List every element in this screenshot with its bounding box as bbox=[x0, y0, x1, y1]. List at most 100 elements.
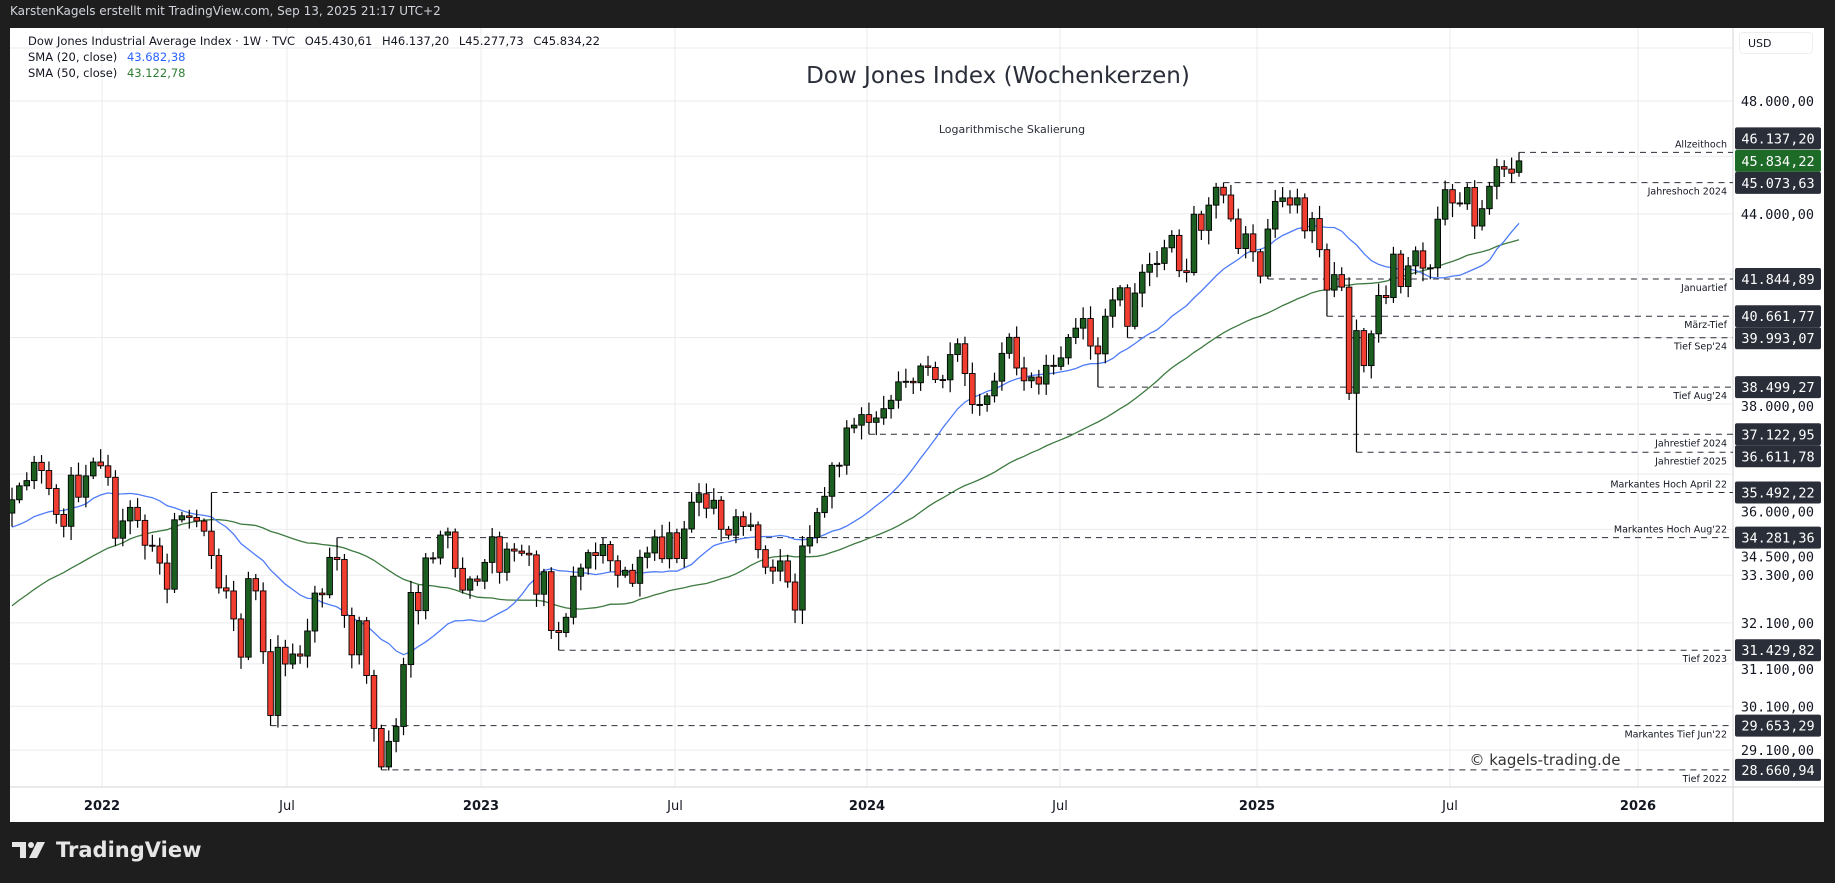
candle-down[interactable] bbox=[1220, 186, 1227, 196]
candle-up[interactable] bbox=[1028, 376, 1035, 382]
candle-up[interactable] bbox=[16, 485, 23, 501]
candle-up[interactable] bbox=[1434, 218, 1441, 269]
candle-up[interactable] bbox=[1042, 364, 1050, 385]
candle-down[interactable] bbox=[769, 566, 777, 572]
candle-down[interactable] bbox=[141, 519, 149, 546]
candle-down[interactable] bbox=[865, 414, 873, 423]
candle-down[interactable] bbox=[97, 461, 104, 467]
candle-up[interactable] bbox=[1375, 295, 1382, 335]
candle-down[interactable] bbox=[629, 569, 636, 584]
candle-down[interactable] bbox=[378, 727, 385, 768]
candle-up[interactable] bbox=[67, 474, 75, 527]
candle-down[interactable] bbox=[259, 590, 267, 653]
candle-down[interactable] bbox=[193, 516, 200, 522]
candle-down[interactable] bbox=[717, 499, 725, 530]
candle-up[interactable] bbox=[1102, 315, 1109, 355]
candle-down[interactable] bbox=[319, 592, 326, 596]
candle-up[interactable] bbox=[1486, 185, 1493, 210]
candle-up[interactable] bbox=[355, 620, 363, 656]
candle-down[interactable] bbox=[1175, 234, 1183, 272]
candle-up[interactable] bbox=[850, 424, 858, 429]
candle-up[interactable] bbox=[946, 354, 954, 381]
candle-up[interactable] bbox=[1065, 336, 1072, 359]
candle-up[interactable] bbox=[1279, 197, 1286, 202]
candle-down[interactable] bbox=[363, 620, 370, 676]
candle-up[interactable] bbox=[954, 343, 961, 356]
candle-up[interactable] bbox=[983, 395, 991, 405]
candle-up[interactable] bbox=[488, 536, 496, 563]
candle-up[interactable] bbox=[1153, 262, 1161, 266]
candle-down[interactable] bbox=[149, 544, 156, 547]
candle-up[interactable] bbox=[873, 417, 880, 423]
candle-down[interactable] bbox=[1449, 189, 1456, 204]
candle-up[interactable] bbox=[680, 528, 688, 559]
candle-up[interactable] bbox=[777, 560, 784, 572]
candle-up[interactable] bbox=[23, 480, 31, 487]
candle-up[interactable] bbox=[998, 352, 1006, 382]
candle-down[interactable] bbox=[459, 567, 466, 591]
candle-up[interactable] bbox=[828, 464, 836, 497]
candle-up[interactable] bbox=[562, 616, 570, 633]
candle-up[interactable] bbox=[1294, 197, 1301, 206]
candle-down[interactable] bbox=[614, 560, 622, 576]
candle-up[interactable] bbox=[1331, 274, 1338, 291]
candle-up[interactable] bbox=[887, 399, 895, 410]
candle-up[interactable] bbox=[666, 532, 673, 560]
candle-up[interactable] bbox=[880, 408, 887, 419]
candle-down[interactable] bbox=[282, 646, 289, 665]
candle-down[interactable] bbox=[740, 516, 747, 527]
currency-button[interactable]: USD bbox=[1739, 32, 1813, 54]
candle-down[interactable] bbox=[451, 531, 459, 569]
candle-up[interactable] bbox=[1441, 189, 1449, 220]
candle-up[interactable] bbox=[991, 380, 998, 397]
candle-down[interactable] bbox=[1345, 286, 1353, 394]
candle-down[interactable] bbox=[156, 545, 163, 564]
candle-down[interactable] bbox=[533, 554, 540, 595]
candle-up[interactable] bbox=[1205, 204, 1212, 231]
candle-down[interactable] bbox=[267, 651, 274, 716]
candle-up[interactable] bbox=[90, 461, 97, 477]
candle-up[interactable] bbox=[732, 516, 740, 536]
candle-down[interactable] bbox=[1286, 197, 1294, 206]
candle-up[interactable] bbox=[621, 569, 629, 576]
candle-up[interactable] bbox=[30, 461, 38, 482]
candle-down[interactable] bbox=[429, 557, 437, 560]
candle-down[interactable] bbox=[932, 366, 939, 381]
candle-up[interactable] bbox=[570, 575, 577, 618]
symbol-name[interactable]: Dow Jones Industrial Average Index · 1W … bbox=[28, 34, 296, 48]
candle-down[interactable] bbox=[1235, 218, 1242, 249]
candle-up[interactable] bbox=[10, 499, 16, 514]
candle-up[interactable] bbox=[245, 578, 252, 658]
candle-down[interactable] bbox=[1094, 345, 1102, 355]
candle-up[interactable] bbox=[540, 571, 548, 595]
candle-down[interactable] bbox=[762, 549, 769, 568]
tradingview-logo[interactable]: TradingView bbox=[12, 838, 201, 862]
candle-up[interactable] bbox=[902, 380, 910, 383]
candle-down[interactable] bbox=[1397, 253, 1405, 287]
candle-up[interactable] bbox=[385, 740, 393, 768]
candle-down[interactable] bbox=[924, 365, 932, 368]
candle-up[interactable] bbox=[1146, 264, 1153, 273]
candle-up[interactable] bbox=[171, 519, 178, 590]
candle-down[interactable] bbox=[415, 592, 422, 612]
candle-up[interactable] bbox=[747, 524, 754, 527]
candle-down[interactable] bbox=[791, 581, 799, 611]
candle-down[interactable] bbox=[1382, 295, 1390, 299]
candle-up[interactable] bbox=[1057, 357, 1065, 367]
candle-down[interactable] bbox=[1227, 194, 1235, 220]
candle-up[interactable] bbox=[710, 499, 718, 509]
candle-down[interactable] bbox=[607, 544, 614, 562]
candle-down[interactable] bbox=[104, 465, 112, 478]
candle-down[interactable] bbox=[1124, 287, 1131, 327]
candle-down[interactable] bbox=[208, 530, 215, 556]
candle-up[interactable] bbox=[651, 536, 658, 554]
candle-up[interactable] bbox=[976, 404, 983, 406]
candle-down[interactable] bbox=[909, 380, 917, 384]
candle-down[interactable] bbox=[222, 587, 230, 592]
candle-down[interactable] bbox=[38, 461, 45, 471]
candle-up[interactable] bbox=[274, 646, 282, 716]
candle-up[interactable] bbox=[1353, 330, 1360, 394]
candle-down[interactable] bbox=[1035, 376, 1043, 385]
candle-up[interactable] bbox=[326, 556, 333, 596]
candle-down[interactable] bbox=[163, 562, 171, 590]
